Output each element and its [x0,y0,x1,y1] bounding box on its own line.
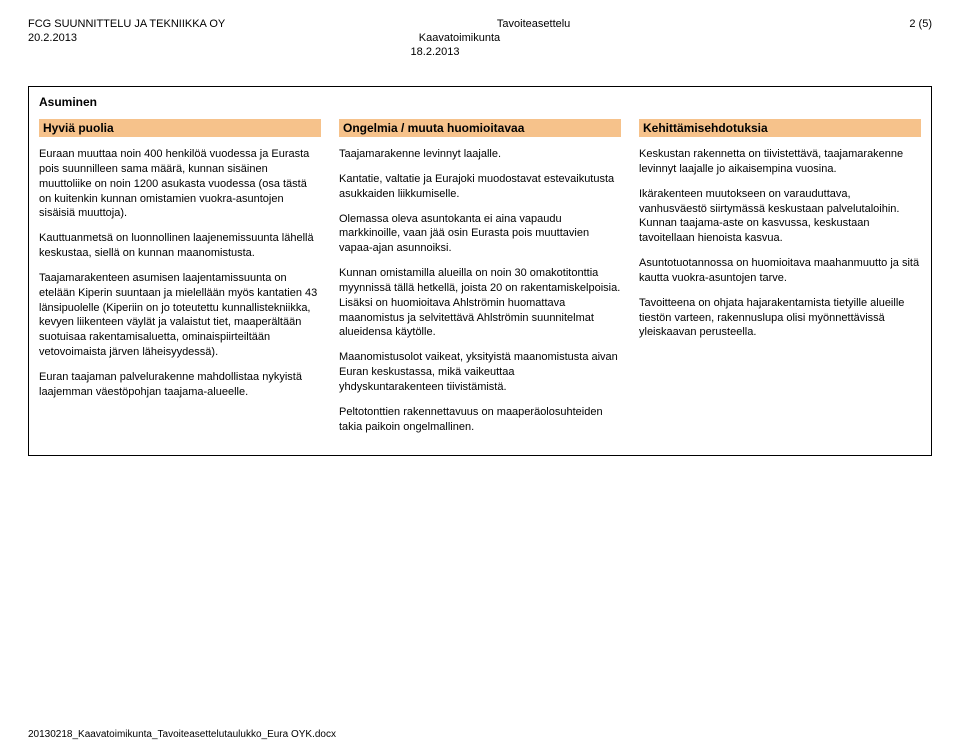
header-title: Tavoiteasettelu [497,18,610,30]
header-row-3: 18.2.2013 [28,46,932,58]
col-header-a: Hyviä puolia [39,119,321,137]
page-header: FCG SUUNNITTELU JA TEKNIIKKA OY Tavoitea… [28,18,932,58]
footer-filename: 20130218_Kaavatoimikunta_Tavoiteasettelu… [28,729,336,740]
col-a-p2: Kauttuanmetsä on luonnollinen laajenemis… [39,231,321,261]
header-row-1: FCG SUUNNITTELU JA TEKNIIKKA OY Tavoitea… [28,18,932,30]
column-a: Euraan muuttaa noin 400 henkilöä vuodess… [39,147,321,445]
content-box: Asuminen Hyviä puolia Ongelmia / muuta h… [28,86,932,456]
header-date-left: 20.2.2013 [28,32,77,44]
header-subtitle: Kaavatoimikunta [419,32,540,44]
col-a-p3: Taajamarakenteen asumisen laajentamissuu… [39,271,321,360]
col-header-c: Kehittämisehdotuksia [639,119,921,137]
header-company: FCG SUUNNITTELU JA TEKNIIKKA OY [28,18,225,30]
column-headers: Hyviä puolia Ongelmia / muuta huomioitav… [39,119,921,137]
col-b-p4: Kunnan omistamilla alueilla on noin 30 o… [339,266,621,340]
header-row-2: 20.2.2013 Kaavatoimikunta [28,32,932,44]
col-b-p2: Kantatie, valtatie ja Eurajoki muodostav… [339,172,621,202]
col-a-p4: Euran taajaman palvelurakenne mahdollist… [39,370,321,400]
header-blank-1 [882,32,932,44]
header-date-center: 18.2.2013 [411,46,500,58]
column-c: Keskustan rakennetta on tiivistettävä, t… [639,147,921,445]
col-c-p1: Keskustan rakennetta on tiivistettävä, t… [639,147,921,177]
col-b-p6: Peltotonttien rakennettavuus on maaperäo… [339,405,621,435]
col-b-p3: Olemassa oleva asuntokanta ei aina vapau… [339,212,621,257]
header-blank-3 [882,46,932,58]
col-c-p4: Tavoitteena on ohjata hajarakentamista t… [639,296,921,341]
columns: Euraan muuttaa noin 400 henkilöä vuodess… [39,147,921,445]
col-b-p5: Maanomistusolot vaikeat, yksityistä maan… [339,350,621,395]
section-title: Asuminen [39,95,921,109]
col-c-p2: Ikärakenteen muutokseen on varauduttava,… [639,187,921,246]
col-a-p1: Euraan muuttaa noin 400 henkilöä vuodess… [39,147,321,221]
col-c-p3: Asuntotuotannossa on huomioitava maahanm… [639,256,921,286]
header-page: 2 (5) [882,18,932,30]
col-b-p1: Taajamarakenne levinnyt laajalle. [339,147,621,162]
column-b: Taajamarakenne levinnyt laajalle. Kantat… [339,147,621,445]
col-header-b: Ongelmia / muuta huomioitavaa [339,119,621,137]
